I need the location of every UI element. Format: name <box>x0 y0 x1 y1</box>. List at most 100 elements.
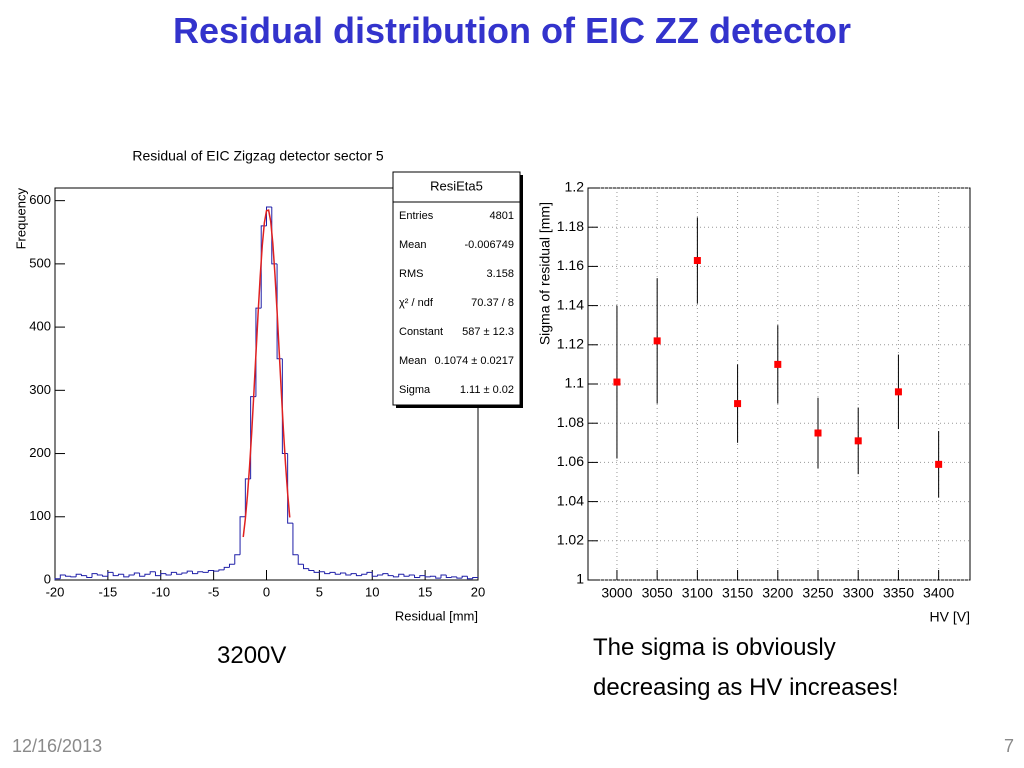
y-tick-label: 500 <box>29 255 51 270</box>
histogram-bin <box>392 575 399 578</box>
histogram-bin <box>414 574 420 578</box>
histogram-bin <box>445 574 452 578</box>
x-tick-label: 15 <box>418 584 432 599</box>
slide-title: Residual distribution of EIC ZZ detector <box>172 10 852 51</box>
stats-value: 587 ± 12.3 <box>462 326 514 338</box>
histogram-bin <box>334 572 341 575</box>
stats-value: 3.158 <box>486 268 514 280</box>
stats-label: Entries <box>399 210 434 222</box>
y-tick-label: 1.18 <box>557 218 584 234</box>
x-tick-label: 10 <box>365 584 379 599</box>
data-point <box>935 460 943 468</box>
y-tick-label: 1 <box>576 571 584 587</box>
histogram-bin <box>361 573 367 576</box>
x-tick-label: 3050 <box>642 585 673 601</box>
y-tick-label: 1.02 <box>557 532 584 548</box>
stats-title: ResiEta5 <box>430 178 483 193</box>
histogram-bin <box>176 572 182 575</box>
y-tick-label: 100 <box>29 508 51 523</box>
y-tick-label: 0 <box>44 571 51 586</box>
histogram-bin <box>154 571 161 577</box>
data-point <box>814 429 822 437</box>
histogram-bin <box>419 575 426 578</box>
histogram-bin <box>133 572 140 575</box>
histogram-bin <box>107 571 114 577</box>
x-tick-label: 0 <box>263 584 270 599</box>
footer-date: 12/16/2013 <box>12 736 103 756</box>
y-tick-label: 1.12 <box>557 336 584 352</box>
histogram-bin <box>303 564 309 570</box>
y-tick-label: 1.04 <box>557 492 584 508</box>
histogram-bin <box>266 206 272 226</box>
histogram-bin <box>149 571 156 575</box>
histogram-bin <box>186 570 193 574</box>
histogram-bin <box>59 574 66 579</box>
histogram-bin <box>112 572 119 577</box>
histogram-bin <box>345 573 352 576</box>
stats-value: 4801 <box>490 210 514 222</box>
stats-value: -0.006749 <box>464 239 514 251</box>
y-tick-label: 200 <box>29 445 51 460</box>
x-tick-label: 3000 <box>601 585 632 601</box>
data-point <box>774 360 782 368</box>
x-tick-label: 3300 <box>843 585 874 601</box>
data-point <box>854 437 862 445</box>
histogram-bin <box>144 573 151 577</box>
x-axis-label: HV [V] <box>930 609 970 625</box>
histogram-bin <box>318 571 325 573</box>
histogram-bin <box>228 563 235 568</box>
histogram-bin <box>340 572 346 575</box>
histogram-bin <box>451 576 457 578</box>
histogram-bin <box>165 573 172 576</box>
stats-label: Mean <box>399 239 427 251</box>
data-point <box>693 257 701 265</box>
histogram-bin <box>398 573 404 577</box>
histogram-bin <box>160 573 167 576</box>
histogram-bin <box>197 571 204 574</box>
histogram-bin <box>276 263 283 360</box>
y-tick-label: 600 <box>29 192 51 207</box>
y-tick-label: 1.2 <box>565 179 585 195</box>
y-tick-label: 1.08 <box>557 414 584 430</box>
y-tick-label: 300 <box>29 382 51 397</box>
histogram-bin <box>371 572 378 577</box>
data-point <box>734 400 742 408</box>
stats-label: Sigma <box>399 384 431 396</box>
histogram-bin <box>377 574 383 577</box>
histogram-bin <box>80 574 87 577</box>
y-tick-label: 400 <box>29 319 51 334</box>
histogram-bin <box>329 571 336 574</box>
x-tick-label: 3250 <box>802 585 833 601</box>
histogram-bin <box>456 576 463 579</box>
stats-value: 1.11 ± 0.02 <box>460 384 514 396</box>
stats-label: Constant <box>399 326 443 338</box>
histogram-bin <box>297 554 304 565</box>
histogram-bin <box>207 570 214 573</box>
histogram-bin <box>239 516 246 555</box>
y-tick-label: 1.1 <box>565 375 585 391</box>
histogram-bin <box>408 574 415 577</box>
histogram-bin <box>466 576 473 580</box>
histogram-bin <box>65 574 71 577</box>
histogram-bin <box>75 573 82 577</box>
y-tick-label: 1.06 <box>557 453 584 469</box>
histogram-bin <box>308 568 315 572</box>
data-point <box>894 388 902 396</box>
histogram-bin <box>128 574 135 577</box>
x-tick-label: 3200 <box>762 585 793 601</box>
histogram-bin <box>382 573 389 575</box>
histogram-bin <box>234 554 241 565</box>
stats-value: 0.1074 ± 0.0217 <box>435 355 514 367</box>
stats-label: χ² / ndf <box>399 297 434 309</box>
histogram-bin <box>350 573 357 575</box>
stats-value: 70.37 / 8 <box>471 297 514 309</box>
x-tick-label: 3100 <box>682 585 713 601</box>
page-number: 7 <box>1003 736 1014 756</box>
histogram-bin <box>292 523 299 556</box>
histogram-bin <box>181 572 188 575</box>
histogram-bin <box>424 575 431 578</box>
histogram-bin <box>86 575 93 578</box>
stats-box <box>392 171 521 406</box>
